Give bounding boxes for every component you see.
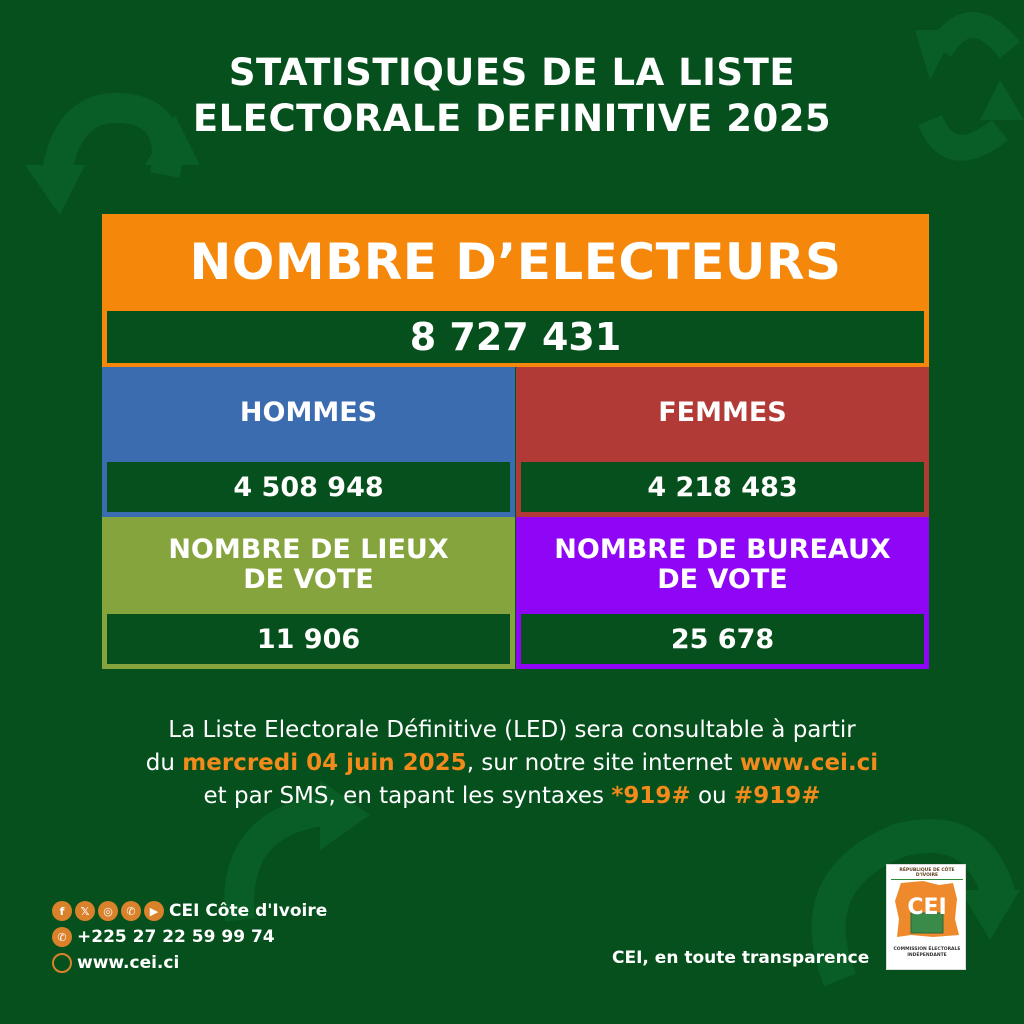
logo-commission-text: COMMISSION ÉLECTORALE INDÉPENDANTE [890, 947, 964, 959]
info-line-3: et par SMS, en tapant les syntaxes *919#… [0, 780, 1024, 813]
instagram-icon[interactable]: ◎ [98, 901, 118, 921]
background-arrow-icon [910, 10, 1024, 170]
women-value: 4 218 483 [521, 462, 924, 512]
polling-stations-label: NOMBRE DE BUREAUX DE VOTE [516, 517, 929, 612]
logo-acronym: CEI [907, 895, 947, 920]
title-line-2: ELECTORALE DEFINITIVE 2025 [192, 97, 832, 140]
globe-icon [52, 953, 72, 973]
info-text: , sur notre site internet [466, 750, 740, 776]
women-label: FEMMES [658, 397, 787, 428]
polling-places-label: NOMBRE DE LIEUX DE VOTE [102, 517, 515, 612]
background-arrow-icon [200, 760, 460, 940]
info-line-2: du mercredi 04 juin 2025, sur notre site… [0, 747, 1024, 780]
info-text: du [145, 750, 183, 776]
cei-logo: RÉPUBLIQUE DE CÔTE D'IVOIRE CEI COMMISSI… [886, 864, 966, 970]
slogan: CEI, en toute transparence [612, 948, 870, 968]
info-line-1: La Liste Electorale Définitive (LED) ser… [168, 717, 856, 743]
info-text: ou [690, 783, 734, 809]
youtube-icon[interactable]: ▶ [144, 901, 164, 921]
phone-row: ✆ +225 27 22 59 99 74 [52, 924, 327, 950]
polling-stations-card: NOMBRE DE BUREAUX DE VOTE 25 678 [516, 517, 929, 669]
polling-places-label-line-2: DE VOTE [243, 563, 374, 595]
men-value: 4 508 948 [107, 462, 510, 512]
page-title: STATISTIQUES DE LA LISTE ELECTORALE DEFI… [0, 50, 1024, 142]
title-line-1: STATISTIQUES DE LA LISTE [228, 51, 796, 94]
background-arrow-icon [25, 55, 225, 225]
contacts-block: f 𝕏 ◎ ✆ ▶ CEI Côte d'Ivoire ✆ +225 27 22… [52, 898, 327, 976]
polling-stations-value: 25 678 [521, 614, 924, 664]
polling-places-label-line-1: NOMBRE DE LIEUX [168, 533, 449, 565]
info-paragraph: La Liste Electorale Définitive (LED) ser… [0, 714, 1024, 813]
x-icon[interactable]: 𝕏 [75, 901, 95, 921]
total-electors-value: 8 727 431 [107, 311, 924, 363]
website-url[interactable]: www.cei.ci [77, 953, 180, 973]
facebook-icon[interactable]: f [52, 901, 72, 921]
total-electors-label: NOMBRE D’ELECTEURS [189, 232, 842, 291]
whatsapp-icon[interactable]: ✆ [121, 901, 141, 921]
phone-icon: ✆ [52, 927, 72, 947]
women-card: FEMMES 4 218 483 [516, 367, 929, 517]
social-handle: CEI Côte d'Ivoire [169, 901, 328, 921]
polling-stations-label-line-1: NOMBRE DE BUREAUX [554, 533, 891, 565]
logo-country-text: RÉPUBLIQUE DE CÔTE D'IVOIRE [891, 868, 963, 880]
logo-bottom-line-1: COMMISSION ÉLECTORALE [893, 947, 961, 952]
website-row: www.cei.ci [52, 950, 327, 976]
total-electors-card: NOMBRE D’ELECTEURS 8 727 431 [102, 214, 929, 367]
men-label: HOMMES [239, 397, 378, 428]
info-text: et par SMS, en tapant les syntaxes [203, 783, 612, 809]
logo-bottom-line-2: INDÉPENDANTE [907, 953, 947, 958]
sms-code-2: #919# [733, 783, 821, 809]
polling-places-card: NOMBRE DE LIEUX DE VOTE 11 906 [102, 517, 515, 669]
background-arrow-icon [780, 780, 1020, 1020]
polling-stations-label-line-2: DE VOTE [657, 563, 788, 595]
cote-divoire-map-icon [895, 881, 959, 937]
availability-date: mercredi 04 juin 2025 [182, 750, 467, 776]
sms-code-1: *919# [611, 783, 691, 809]
social-row: f 𝕏 ◎ ✆ ▶ CEI Côte d'Ivoire [52, 898, 327, 924]
website-link[interactable]: www.cei.ci [739, 750, 879, 776]
phone-number[interactable]: +225 27 22 59 99 74 [77, 927, 275, 947]
men-card: HOMMES 4 508 948 [102, 367, 515, 517]
polling-places-value: 11 906 [107, 614, 510, 664]
